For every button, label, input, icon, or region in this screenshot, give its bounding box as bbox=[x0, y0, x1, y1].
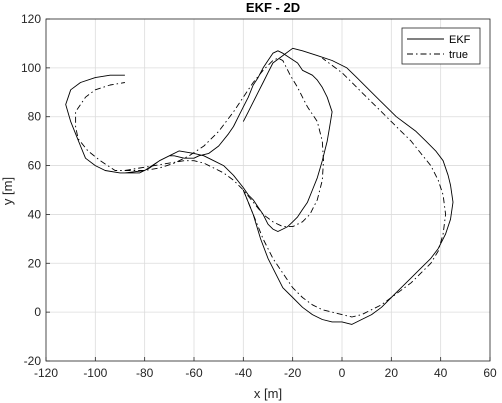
x-tick-label: -120 bbox=[34, 366, 58, 380]
series-group bbox=[65, 47, 454, 325]
y-tick-label: 100 bbox=[21, 61, 41, 75]
ekf-series-line-0 bbox=[65, 50, 333, 232]
x-tick-label: -80 bbox=[136, 366, 154, 380]
y-tick-label: 40 bbox=[28, 207, 42, 221]
x-axis-label: x [m] bbox=[254, 386, 282, 401]
x-tick-label: -60 bbox=[185, 366, 203, 380]
true-series-line-3 bbox=[242, 57, 447, 318]
x-tick-label: -40 bbox=[235, 366, 253, 380]
x-tick-label: -20 bbox=[284, 366, 302, 380]
x-tick-label: 40 bbox=[434, 366, 448, 380]
legend-label-ekf: EKF bbox=[449, 34, 471, 46]
axis-ticks: -120 -100 -80 -60 -40 -20 0 20 40 60 -20 0 20 40 60 80 1… bbox=[21, 12, 497, 380]
chart-title: EKF - 2D bbox=[246, 0, 300, 15]
true-series-line-1 bbox=[75, 57, 324, 228]
y-tick-label: 20 bbox=[28, 256, 42, 270]
legend: EKF true bbox=[401, 27, 481, 65]
x-tick-label: -100 bbox=[83, 366, 107, 380]
y-tick-label: 120 bbox=[21, 12, 41, 26]
y-tick-label: 0 bbox=[34, 305, 41, 319]
ekf-series-line-2 bbox=[242, 47, 454, 325]
plot-frame bbox=[45, 18, 491, 362]
legend-label-true: true bbox=[449, 49, 468, 61]
x-tick-label: 60 bbox=[483, 366, 497, 380]
x-tick-label: 0 bbox=[339, 366, 346, 380]
x-tick-label: 20 bbox=[385, 366, 399, 380]
y-tick-label: -20 bbox=[24, 354, 42, 368]
legend-box bbox=[401, 27, 481, 65]
y-axis-label: y [m] bbox=[0, 177, 15, 205]
y-tick-label: 80 bbox=[28, 110, 42, 124]
y-tick-label: 60 bbox=[28, 159, 42, 173]
